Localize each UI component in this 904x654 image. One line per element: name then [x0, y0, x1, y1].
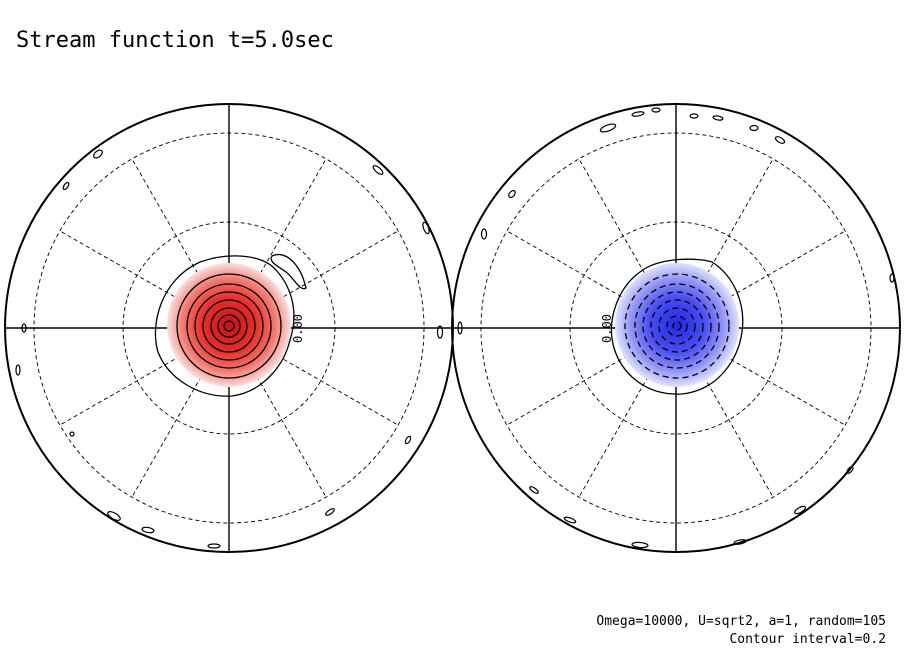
right-boundary-contours: [457, 107, 895, 549]
negative-vortex-contours: [624, 273, 730, 379]
parameter-note: Omega=10000, U=sqrt2, a=1, random=105: [596, 614, 886, 629]
positive-vortex-fill: [167, 263, 291, 387]
contour-interval-note: Contour interval=0.2: [729, 632, 886, 647]
negative-vortex-fill: [615, 263, 739, 387]
right-contour-label: 0.00: [600, 314, 614, 343]
positive-vortex-contours: [154, 253, 307, 397]
negative-vortex-outline: [610, 258, 744, 395]
left-contour-label: 0.00: [291, 314, 305, 343]
left-hemisphere: 0.00: [4, 103, 454, 553]
left-boundary-contours: [15, 149, 444, 549]
figure-title: Stream function t=5.0sec: [16, 28, 334, 53]
right-hemisphere: 0.00: [451, 103, 901, 553]
